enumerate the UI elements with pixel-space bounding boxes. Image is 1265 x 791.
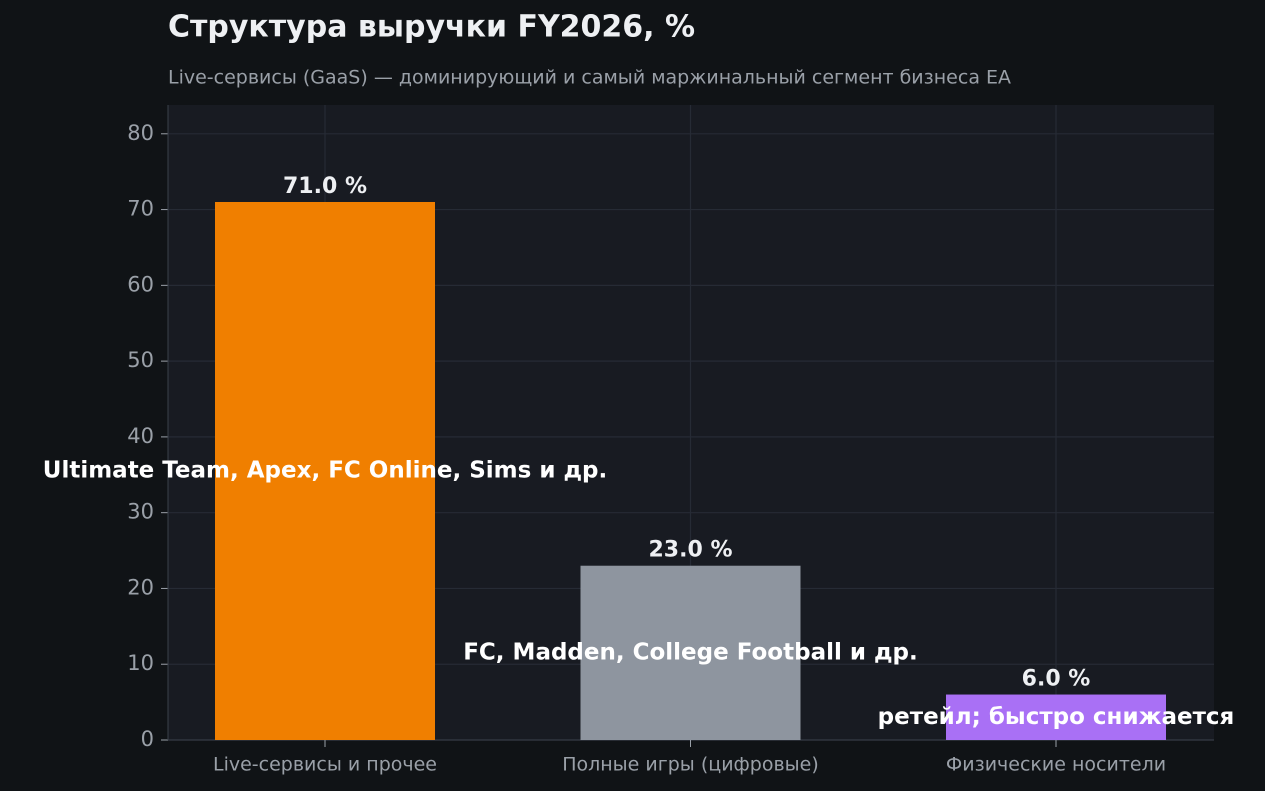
bar (580, 565, 801, 740)
chart-title: Структура выручки FY2026, % (168, 10, 695, 45)
bar (946, 694, 1166, 740)
y-tick-label: 70 (127, 197, 154, 221)
value-label: 6.0 % (1022, 667, 1091, 692)
bar-annotation: FC, Madden, College Football и др. (463, 639, 918, 665)
y-tick-label: 30 (127, 500, 154, 524)
y-tick-label: 0 (141, 727, 154, 751)
y-tick-label: 10 (127, 651, 154, 675)
x-tick-label: Live-сервисы и прочее (213, 754, 437, 776)
bar-annotation: ретейл; быстро снижается (878, 704, 1235, 730)
y-tick-label: 80 (127, 121, 154, 145)
x-tick-label: Физические носители (946, 754, 1166, 776)
y-tick-label: 60 (127, 272, 154, 296)
x-tick-label: Полные игры (цифровые) (562, 754, 819, 776)
y-tick-label: 40 (127, 424, 154, 448)
bar (215, 201, 435, 740)
y-tick-label: 50 (127, 348, 154, 372)
y-tick-label: 20 (127, 575, 154, 599)
value-label: 71.0 % (283, 174, 367, 199)
chart-subtitle: Live-сервисы (GaaS) — доминирующий и сам… (168, 67, 1011, 89)
value-label: 23.0 % (649, 538, 733, 563)
bar-annotation: Ultimate Team, Apex, FC Online, Sims и д… (43, 457, 607, 483)
